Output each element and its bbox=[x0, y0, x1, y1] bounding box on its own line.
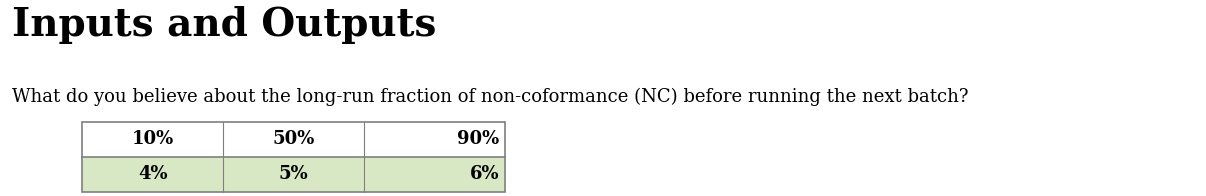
Text: 10%: 10% bbox=[131, 130, 174, 148]
Text: 4%: 4% bbox=[137, 165, 168, 183]
Text: 90%: 90% bbox=[457, 130, 499, 148]
Text: What do you believe about the long-run fraction of non-coformance (NC) before ru: What do you believe about the long-run f… bbox=[12, 88, 968, 106]
FancyBboxPatch shape bbox=[82, 157, 505, 192]
Text: 5%: 5% bbox=[279, 165, 309, 183]
Text: Inputs and Outputs: Inputs and Outputs bbox=[12, 6, 437, 44]
Text: 50%: 50% bbox=[273, 130, 315, 148]
FancyBboxPatch shape bbox=[82, 122, 505, 157]
Text: 6%: 6% bbox=[469, 165, 499, 183]
